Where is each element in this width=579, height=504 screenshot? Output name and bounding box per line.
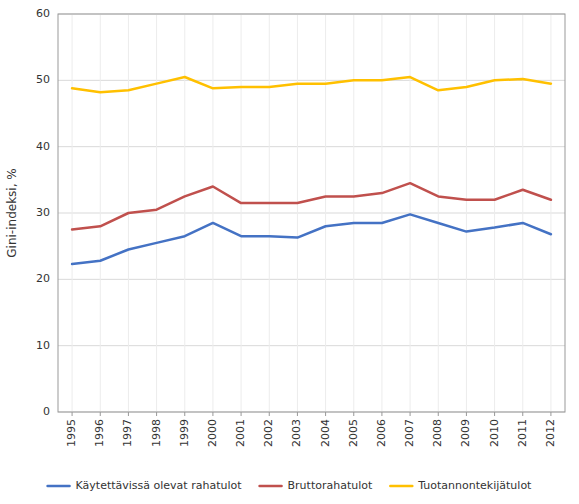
y-tick-label: 0 [43, 405, 50, 418]
y-tick-label: 30 [36, 206, 50, 219]
x-tick-label: 2004 [319, 419, 332, 447]
x-tick-label: 1998 [150, 419, 163, 447]
x-tick-label: 2001 [234, 419, 247, 447]
chart: 0 10 20 30 40 50 60 Gini-indeksi, % 1995 1996 1997… [0, 0, 579, 504]
x-tick [381, 412, 382, 416]
x-tick-label: 2009 [459, 419, 472, 447]
x-tick-label: 2008 [431, 419, 444, 447]
lines [72, 77, 551, 264]
x-grid-line [494, 14, 495, 412]
x-grid-line [353, 14, 354, 412]
y-tick-label: 20 [36, 272, 50, 285]
series-line [72, 77, 551, 92]
x-grid-line [438, 14, 439, 412]
legend-label: Bruttorahatulot [288, 479, 373, 492]
x-grid-line [184, 14, 185, 412]
x-tick-label: 1995 [65, 419, 78, 447]
plot-frame [58, 14, 565, 412]
legend: Käytettävissä olevat rahatulot Bruttoraha… [48, 479, 533, 492]
x-tick [325, 412, 326, 416]
x-grid-line [156, 14, 157, 412]
legend-item: Käytettävissä olevat rahatulot [48, 479, 243, 492]
x-tick [156, 412, 157, 416]
legend-item: Tuotannontekijätulot [390, 479, 532, 492]
x-tick [297, 412, 298, 416]
x-grid-line [297, 14, 298, 412]
x-tick [494, 412, 495, 416]
y-grid-line [58, 279, 565, 280]
x-tick [410, 412, 411, 416]
y-tick-label: 10 [36, 339, 50, 352]
x-tick [212, 412, 213, 416]
x-tick-label: 2007 [403, 419, 416, 447]
x-tick [522, 412, 523, 416]
y-grid-line [58, 146, 565, 147]
series-line [72, 183, 551, 229]
y-tick-label: 50 [36, 73, 50, 86]
x-tick-label: 1999 [178, 419, 191, 447]
x-tick-label: 2011 [516, 419, 529, 447]
y-axis: 0 10 20 30 40 50 60 Gini-indeksi, % [5, 7, 50, 418]
x-tick-label: 1997 [121, 419, 134, 447]
x-grid-line [212, 14, 213, 412]
x-grid-line [100, 14, 101, 412]
x-tick [128, 412, 129, 416]
x-tick [269, 412, 270, 416]
x-tick-label: 2003 [290, 419, 303, 447]
legend-swatch [390, 485, 412, 488]
x-grid-line [550, 14, 551, 412]
legend-swatch [260, 485, 282, 488]
x-tick-label: 2002 [262, 419, 275, 447]
x-grid-line [241, 14, 242, 412]
x-tick [72, 412, 73, 416]
x-tick [241, 412, 242, 416]
y-tick-label: 60 [36, 7, 50, 20]
x-tick [100, 412, 101, 416]
y-axis-label: Gini-indeksi, % [5, 168, 19, 257]
series-line [72, 214, 551, 264]
x-axis: 1995 1996 1997 1998 1999 2000 2001 2002 2003 2004… [65, 412, 557, 447]
legend-label: Tuotannontekijätulot [417, 479, 532, 492]
legend-label: Käytettävissä olevat rahatulot [76, 479, 243, 492]
x-tick-label: 2010 [488, 419, 501, 447]
x-tick [353, 412, 354, 416]
x-tick [184, 412, 185, 416]
legend-swatch [48, 485, 70, 488]
x-tick [550, 412, 551, 416]
y-tick-label: 40 [36, 140, 50, 153]
x-tick-label: 1996 [93, 419, 106, 447]
x-tick-label: 2005 [347, 419, 360, 447]
x-tick-label: 2012 [544, 419, 557, 447]
x-tick-label: 2006 [375, 419, 388, 447]
x-grid-line [72, 14, 73, 412]
x-grid-line [325, 14, 326, 412]
x-tick [438, 412, 439, 416]
x-grid-line [381, 14, 382, 412]
x-tick [466, 412, 467, 416]
x-grid-line [410, 14, 411, 412]
legend-item: Bruttorahatulot [260, 479, 373, 492]
x-grid-line [522, 14, 523, 412]
x-grid-line [466, 14, 467, 412]
y-grid-line [58, 345, 565, 346]
x-tick-label: 2000 [206, 419, 219, 447]
x-grid-line [269, 14, 270, 412]
grid [58, 14, 565, 412]
